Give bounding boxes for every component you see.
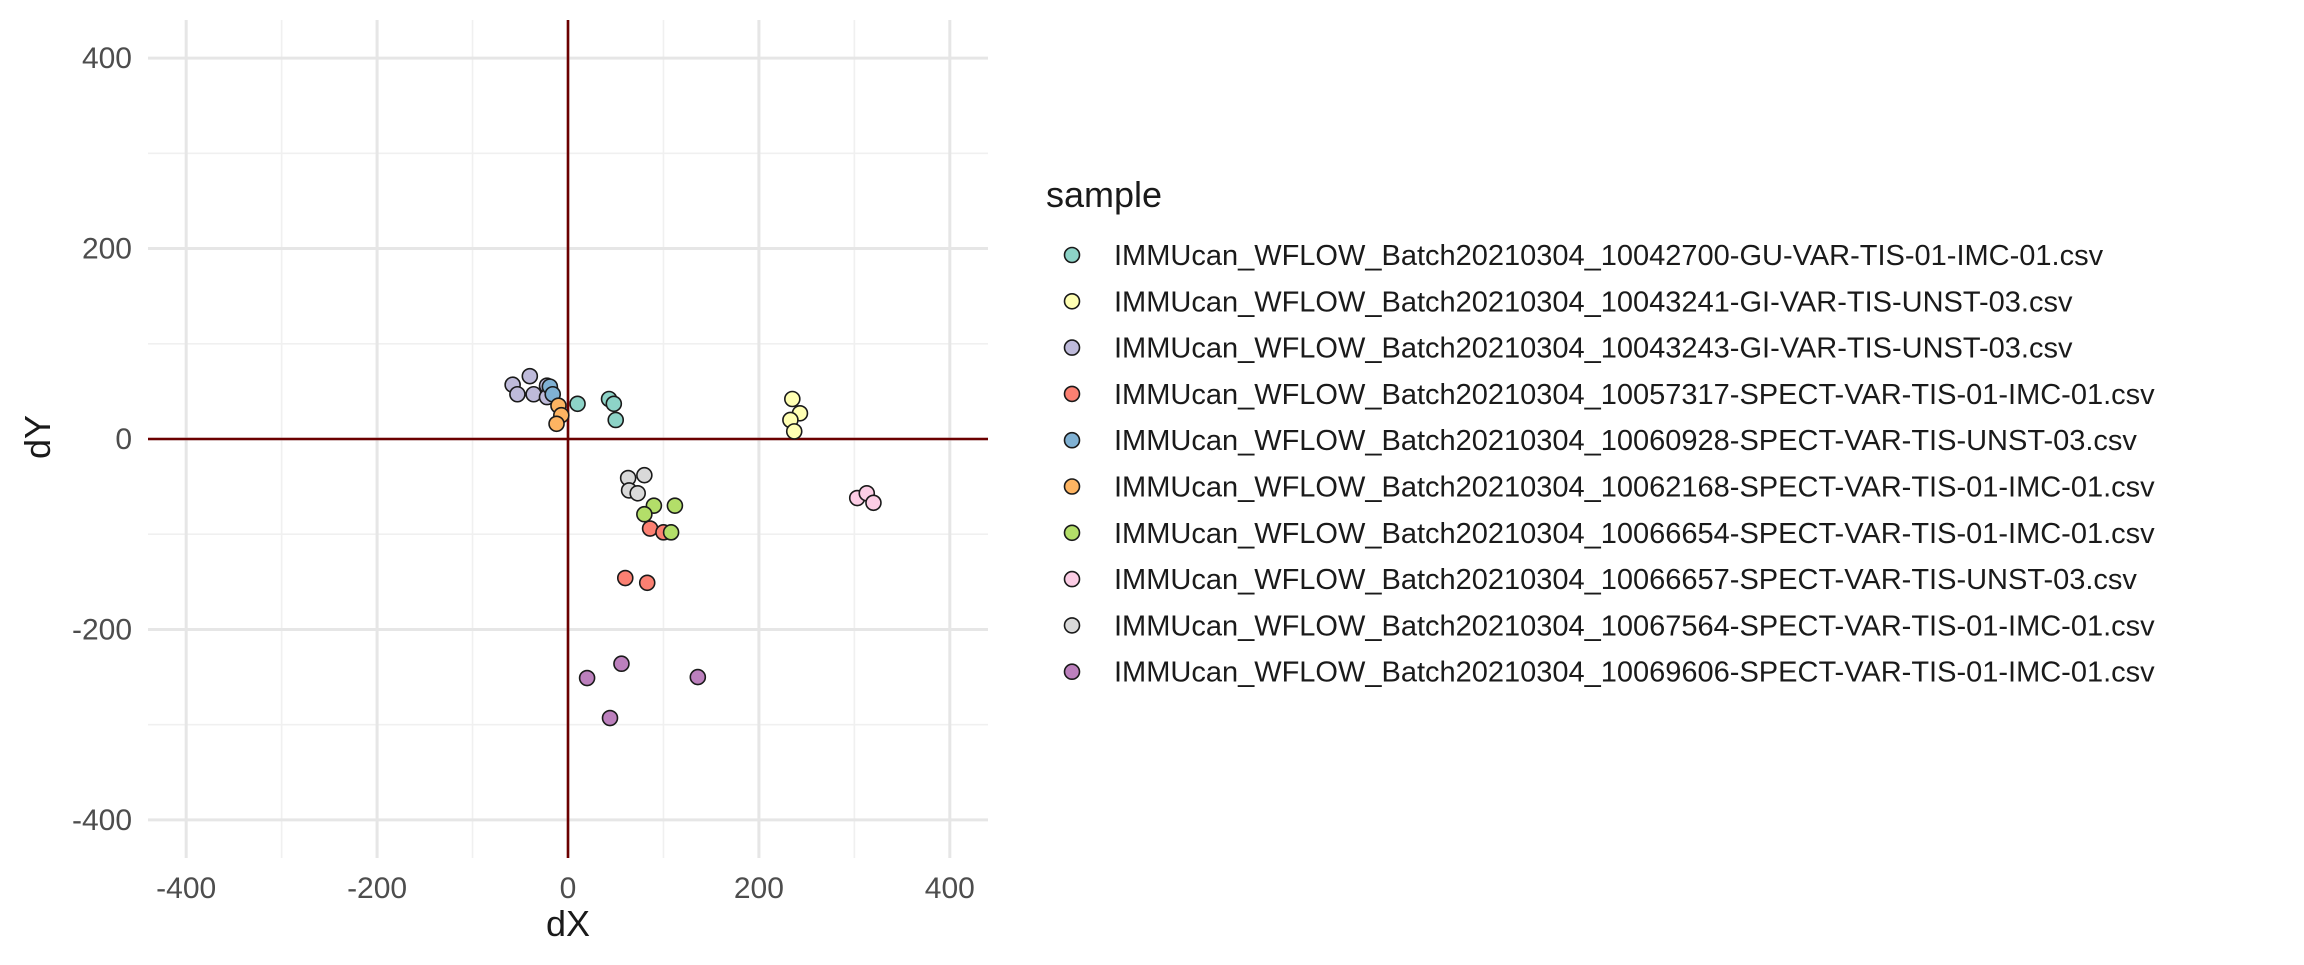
y-tick-label: 400 — [82, 42, 132, 75]
series-6-points — [548, 397, 570, 433]
x-tick-label: -200 — [347, 872, 407, 905]
legend-item: IMMUcan_WFLOW_Batch20210304_10057317-SPE… — [1063, 379, 2155, 411]
series-2-points — [782, 390, 809, 440]
series-1-points — [569, 390, 625, 429]
legend-key — [1063, 339, 1081, 356]
data-point — [607, 411, 625, 429]
legend-label: IMMUcan_WFLOW_Batch20210304_10042700-GU-… — [1114, 240, 2104, 272]
y-tick-label: -400 — [72, 804, 132, 837]
data-point — [569, 395, 586, 413]
legend-key — [1063, 663, 1081, 681]
legend-item: IMMUcan_WFLOW_Batch20210304_10042700-GU-… — [1063, 240, 2104, 272]
legend-key — [1063, 570, 1081, 588]
data-point — [521, 367, 539, 385]
y-tick-label: -200 — [72, 613, 132, 646]
data-point — [865, 494, 882, 512]
data-point — [662, 524, 680, 541]
data-point — [629, 484, 646, 502]
x-tick-label: 200 — [734, 872, 784, 905]
legend-key — [1063, 292, 1081, 310]
y-tick-label: 200 — [82, 233, 132, 266]
x-tick-label: 0 — [560, 872, 577, 905]
data-point — [616, 569, 634, 587]
y-tick-label: 0 — [115, 423, 132, 456]
reference-lines — [148, 20, 988, 858]
legend-key — [1063, 431, 1081, 449]
legend-key — [1063, 478, 1081, 495]
data-points — [504, 367, 882, 727]
data-point — [578, 669, 596, 687]
data-point — [525, 385, 542, 403]
legend-item: IMMUcan_WFLOW_Batch20210304_10043241-GI-… — [1063, 286, 2073, 318]
legend-key — [1063, 524, 1081, 542]
legend-label: IMMUcan_WFLOW_Batch20210304_10043241-GI-… — [1114, 286, 2073, 318]
legend-label: IMMUcan_WFLOW_Batch20210304_10067564-SPE… — [1114, 610, 2155, 642]
legend-label: IMMUcan_WFLOW_Batch20210304_10060928-SPE… — [1114, 425, 2137, 457]
legend-item: IMMUcan_WFLOW_Batch20210304_10066657-SPE… — [1063, 564, 2137, 596]
legend-key — [1063, 617, 1081, 634]
legend-label: IMMUcan_WFLOW_Batch20210304_10062168-SPE… — [1114, 472, 2155, 504]
data-point — [601, 709, 619, 727]
data-point — [636, 505, 653, 523]
data-point — [509, 385, 526, 403]
legend-label: IMMUcan_WFLOW_Batch20210304_10066657-SPE… — [1114, 564, 2137, 596]
data-point — [785, 423, 803, 440]
y-axis-title: dY — [17, 415, 58, 459]
legend-label: IMMUcan_WFLOW_Batch20210304_10066654-SPE… — [1114, 518, 2155, 550]
legend-item: IMMUcan_WFLOW_Batch20210304_10069606-SPE… — [1063, 657, 2155, 689]
data-point — [548, 415, 565, 433]
x-tick-label: -400 — [156, 872, 216, 905]
series-7-points — [636, 497, 684, 541]
x-axis-title: dX — [546, 903, 590, 944]
x-tick-label: 400 — [925, 872, 975, 905]
legend-item: IMMUcan_WFLOW_Batch20210304_10067564-SPE… — [1063, 610, 2155, 642]
legend-item: IMMUcan_WFLOW_Batch20210304_10066654-SPE… — [1063, 518, 2155, 550]
data-point — [613, 655, 630, 673]
data-point — [784, 390, 801, 408]
legend-label: IMMUcan_WFLOW_Batch20210304_10069606-SPE… — [1114, 657, 2155, 689]
legend-key — [1063, 385, 1081, 403]
legend-item: IMMUcan_WFLOW_Batch20210304_10060928-SPE… — [1063, 425, 2137, 457]
legend-key — [1063, 246, 1081, 264]
series-8-points — [848, 484, 882, 512]
data-point — [638, 574, 656, 592]
legend-label: IMMUcan_WFLOW_Batch20210304_10043243-GI-… — [1114, 333, 2073, 365]
legend-item: IMMUcan_WFLOW_Batch20210304_10062168-SPE… — [1063, 472, 2155, 504]
legend-item: IMMUcan_WFLOW_Batch20210304_10043243-GI-… — [1063, 333, 2073, 365]
data-point — [605, 395, 623, 413]
legend: sample IMMUcan_WFLOW_Batch20210304_10042… — [1046, 174, 2155, 689]
data-point — [689, 668, 707, 686]
axis-ticks: -400 -200 0 200 400 -400 -200 0 200 400 — [72, 42, 975, 905]
data-point — [666, 497, 684, 514]
legend-label: IMMUcan_WFLOW_Batch20210304_10057317-SPE… — [1114, 379, 2155, 411]
series-10-points — [578, 655, 707, 727]
series-5-points — [541, 378, 562, 403]
legend-title: sample — [1046, 174, 1162, 215]
data-point — [636, 466, 653, 484]
series-9-points — [619, 466, 653, 502]
